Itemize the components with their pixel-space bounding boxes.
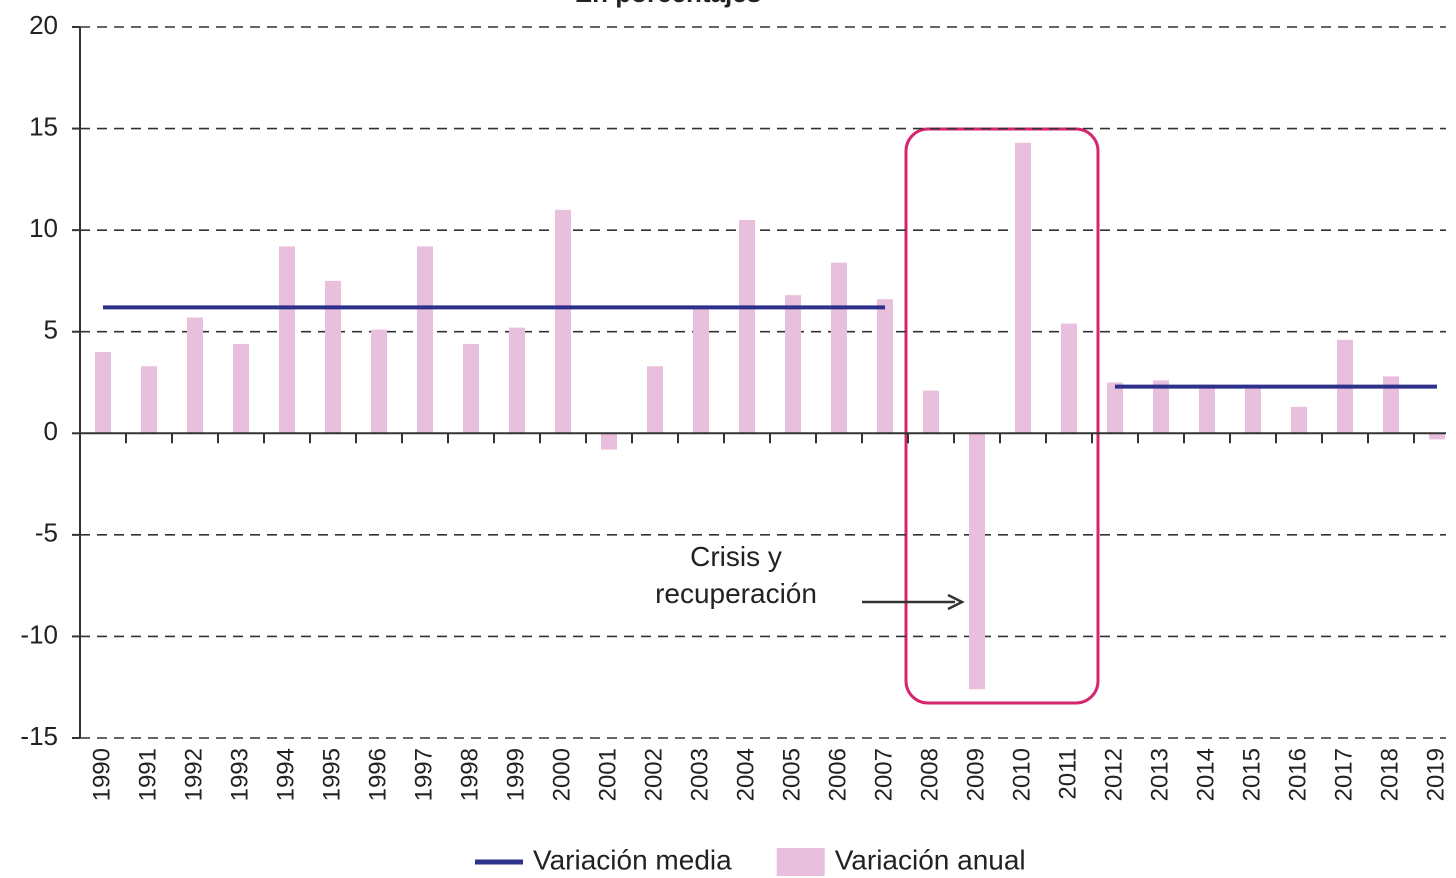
x-tick-label: 2001: [594, 748, 621, 801]
bar: [1107, 382, 1123, 434]
mean-line: [103, 305, 1437, 389]
bar: [785, 295, 801, 434]
y-tick-label: 20: [29, 10, 58, 40]
x-tick-label: 2010: [1008, 748, 1035, 801]
bar: [647, 366, 663, 434]
legend-swatch: [776, 848, 825, 876]
bar: [1291, 406, 1307, 434]
x-tick-label: 2015: [1238, 748, 1265, 801]
bar: [1153, 380, 1169, 434]
legend-label: Variación media: [533, 844, 732, 875]
bar: [969, 433, 985, 690]
y-tick-label: -5: [35, 518, 58, 548]
x-tick-label: 2009: [962, 748, 989, 801]
bar: [325, 280, 341, 434]
x-tick-label: 1996: [364, 748, 391, 801]
x-tick-label: 2008: [916, 748, 943, 801]
x-tick-label: 1997: [410, 748, 437, 801]
y-tick-label: 15: [29, 111, 58, 141]
bar: [417, 246, 433, 434]
bar: [95, 352, 111, 434]
annotation: recuperación: [655, 578, 817, 609]
x-tick-label: 2007: [870, 748, 897, 801]
bar: [509, 327, 525, 434]
bar: [1061, 323, 1077, 434]
x-tick-label: 2006: [824, 748, 851, 801]
x-tick-label: 2014: [1192, 748, 1219, 801]
y-tick-label: 5: [44, 315, 58, 345]
bar: [693, 307, 709, 434]
x-tick-label: 2016: [1284, 748, 1311, 801]
bar: [141, 366, 157, 434]
annotation-arrowhead: [947, 593, 965, 611]
x-tick-label: 2004: [732, 748, 759, 801]
x-tick-label: 2011: [1054, 748, 1081, 800]
bar: [233, 343, 249, 434]
annotation: Crisis y: [690, 541, 782, 572]
x-tick-label: 1998: [456, 748, 483, 801]
y-tick-label: 10: [29, 213, 58, 243]
bar: [279, 246, 295, 434]
bar: [463, 343, 479, 434]
x-tick-label: 2017: [1330, 748, 1357, 801]
x-tick-label: 1994: [272, 748, 299, 801]
bar: [1199, 384, 1215, 434]
bar: [923, 390, 939, 434]
x-tick-label: 1990: [88, 748, 115, 801]
y-tick-label: -15: [20, 721, 58, 751]
bar: [1245, 388, 1261, 434]
x-tick-label: 1992: [180, 748, 207, 801]
x-tick-label: 2019: [1422, 748, 1449, 801]
bar: [877, 299, 893, 434]
bar: [831, 262, 847, 434]
x-tick-label: 1991: [134, 748, 161, 801]
chart-subtitle: En porcentajes: [575, 0, 761, 8]
y-tick-label: -10: [20, 619, 58, 649]
x-tick-label: 1993: [226, 748, 253, 801]
x-tick-label: 1995: [318, 748, 345, 801]
x-tick-label: 2018: [1376, 748, 1403, 801]
bar: [601, 433, 617, 450]
x-tick-label: 2005: [778, 748, 805, 801]
bar: [1383, 376, 1399, 434]
x-tick-label: 2003: [686, 748, 713, 801]
legend-label: Variación anual: [835, 844, 1026, 875]
bar: [739, 219, 755, 434]
bar: [555, 209, 571, 434]
x-tick-label: 2012: [1100, 748, 1127, 801]
bar: [187, 317, 203, 434]
bar: [371, 329, 387, 434]
bar: [1429, 433, 1445, 440]
x-tick-label: 2000: [548, 748, 575, 801]
y-tick-label: 0: [44, 416, 58, 446]
x-tick-label: 2002: [640, 748, 667, 801]
bar: [1015, 142, 1031, 434]
x-tick-label: 1999: [502, 748, 529, 801]
x-tick-label: 2013: [1146, 748, 1173, 801]
